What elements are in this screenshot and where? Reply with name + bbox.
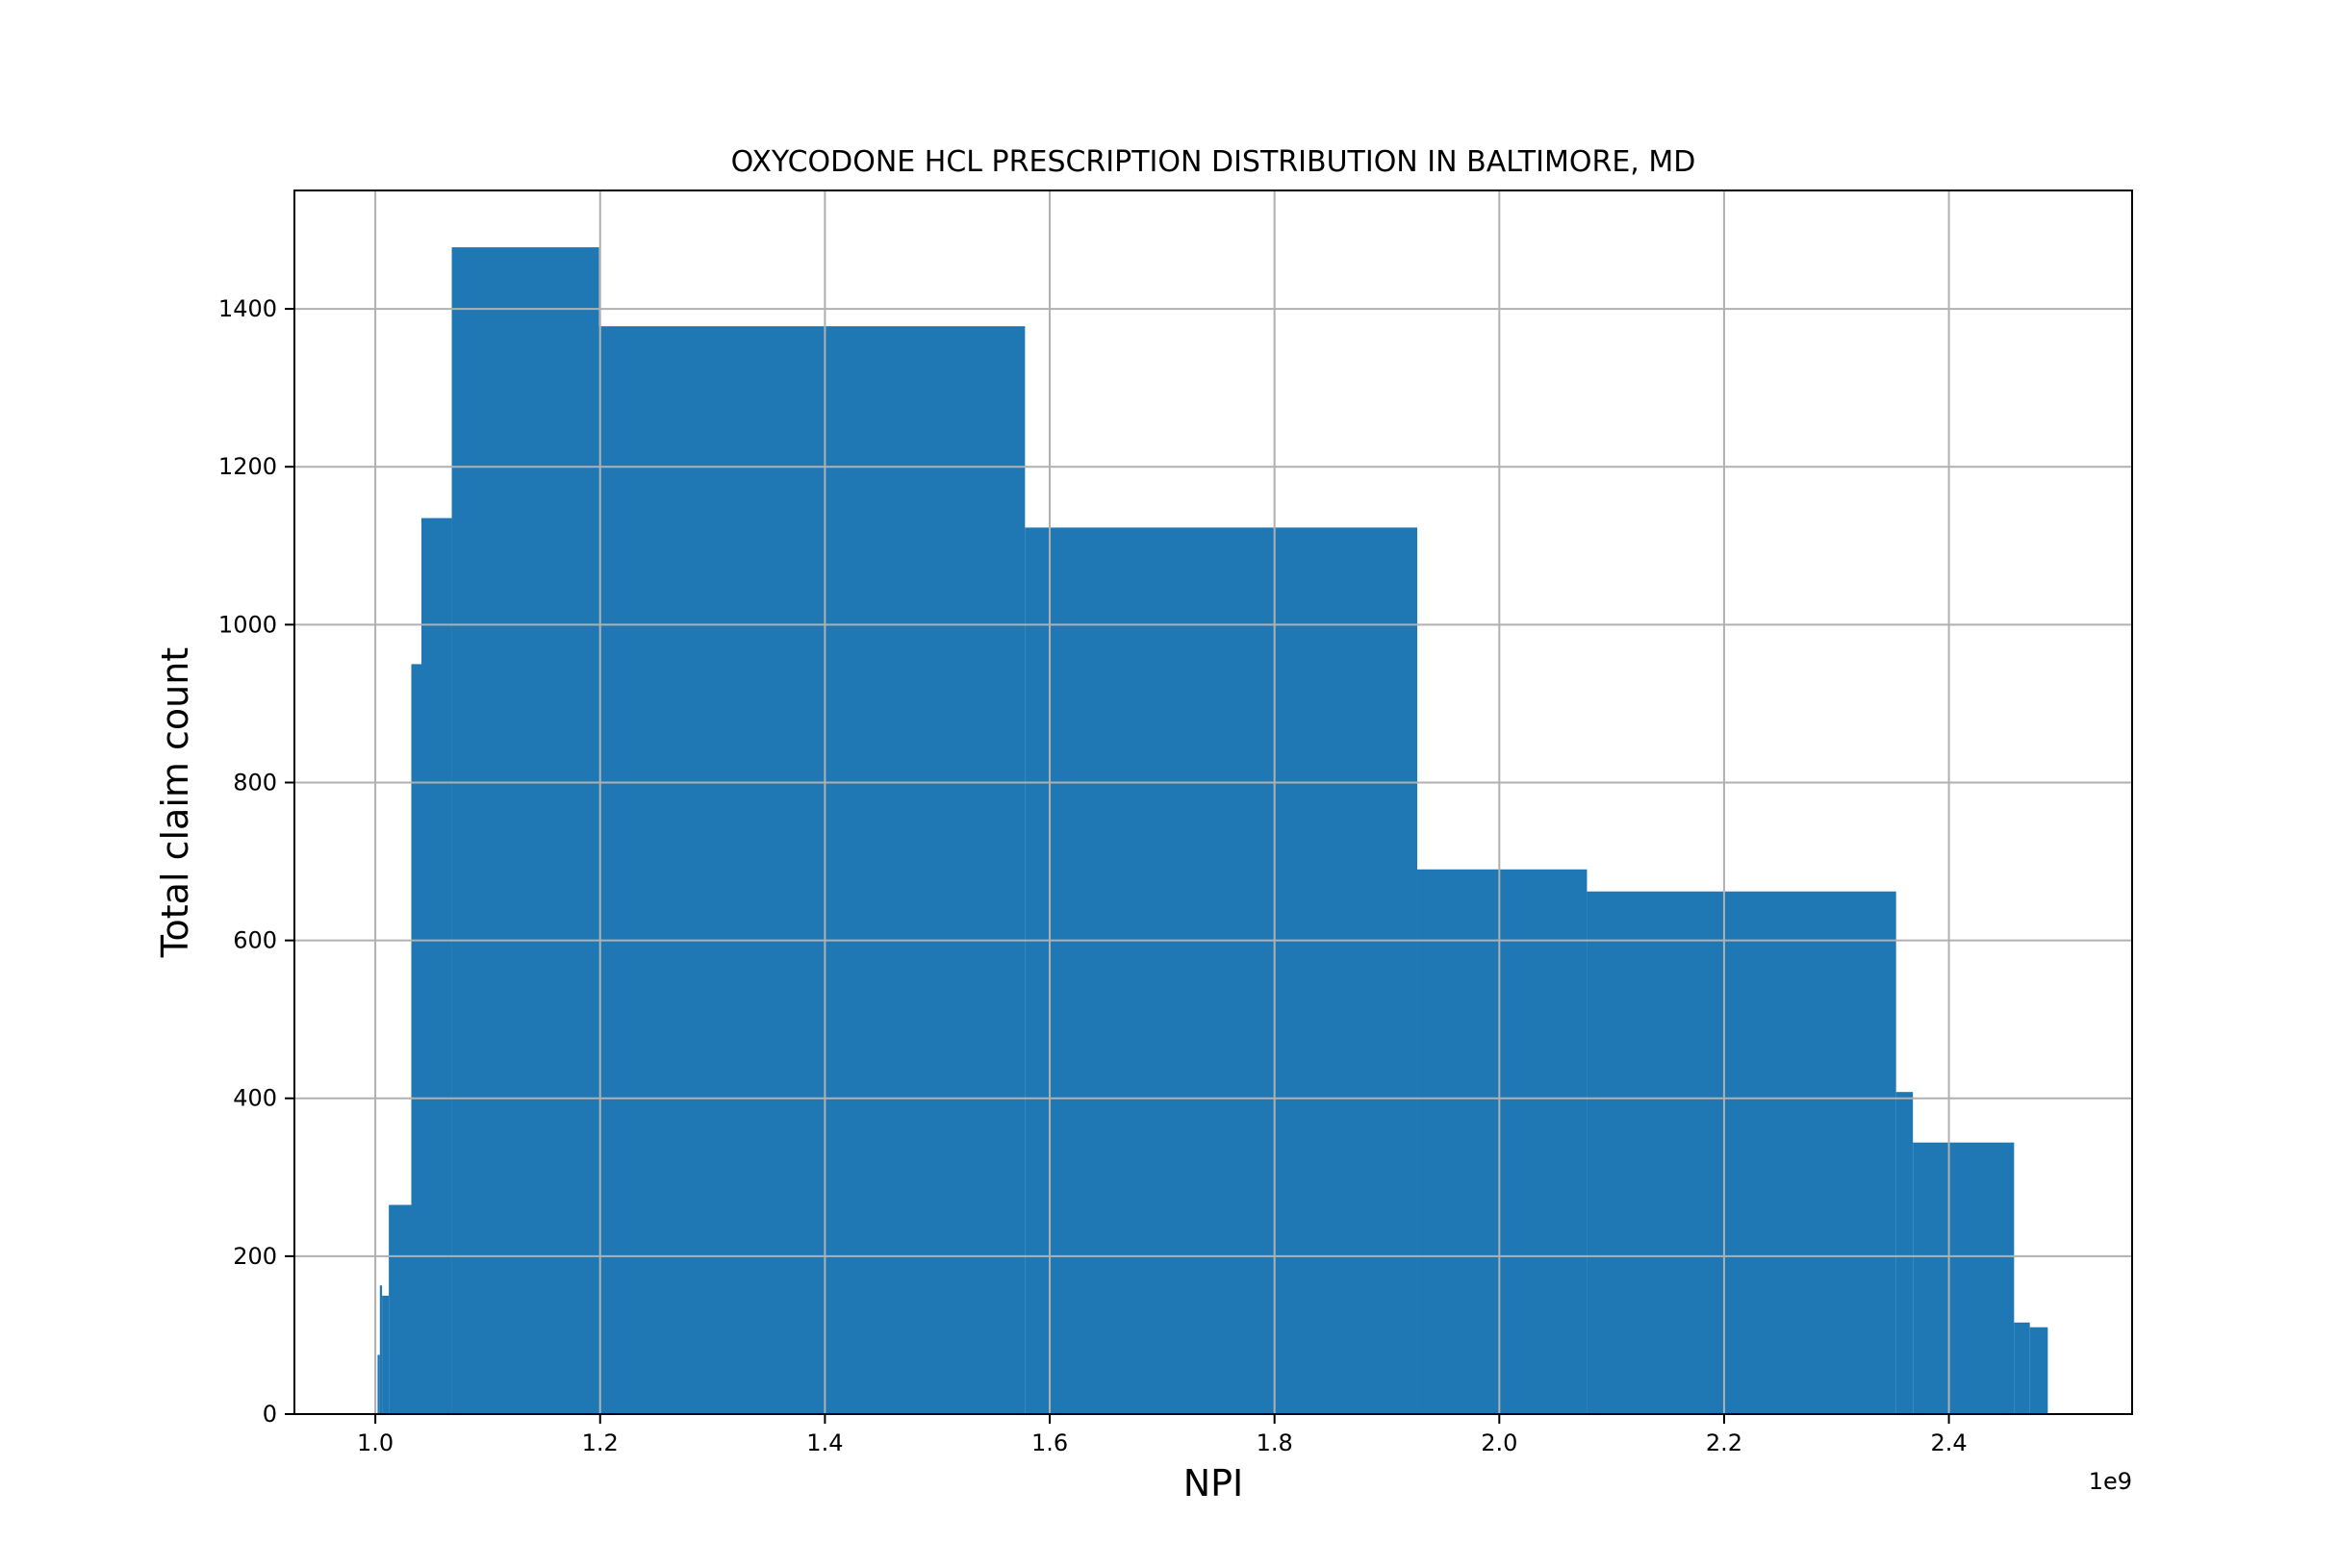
x-axis-offset-label: 1e9 xyxy=(2089,1468,2132,1495)
x-tick-label: 2.2 xyxy=(1706,1429,1742,1456)
histogram-bar-14 xyxy=(2029,1327,2048,1414)
y-tick-label: 800 xyxy=(233,769,277,796)
y-tick-label: 200 xyxy=(233,1243,277,1270)
y-tick-label: 0 xyxy=(263,1401,277,1428)
histogram-bar-0 xyxy=(377,1354,380,1414)
y-tick-label: 1200 xyxy=(218,453,277,480)
histogram-bar-7 xyxy=(598,326,1026,1414)
histogram-bar-11 xyxy=(1895,1092,1914,1414)
y-tick-label: 400 xyxy=(233,1085,277,1112)
x-tick-label: 1.6 xyxy=(1031,1429,1068,1456)
y-tick-label: 1400 xyxy=(218,295,277,322)
histogram-bar-3 xyxy=(389,1204,412,1414)
y-tick-label: 1000 xyxy=(218,611,277,638)
x-tick-label: 1.2 xyxy=(582,1429,619,1456)
histogram-bar-10 xyxy=(1587,891,1896,1414)
histogram-bar-6 xyxy=(451,247,599,1415)
histogram-bar-2 xyxy=(382,1295,390,1414)
y-tick-label: 600 xyxy=(233,927,277,954)
x-axis-label: NPI xyxy=(1183,1462,1244,1505)
histogram-bar-13 xyxy=(2014,1322,2030,1414)
histogram-bar-5 xyxy=(421,518,452,1414)
y-axis-label: Total claim count xyxy=(154,647,196,958)
histogram-bar-4 xyxy=(411,664,422,1414)
plot-frame xyxy=(293,190,2133,1415)
chart-title: OXYCODONE HCL PRESCRIPTION DISTRIBUTION … xyxy=(731,145,1696,179)
histogram-bar-1 xyxy=(379,1285,383,1414)
axis-ticks: 1.0 1.2 1.4 1.6 1.8 2.0 2.2 2.4 0 200 400 600 800 100… xyxy=(218,295,1968,1456)
histogram-bar-12 xyxy=(1913,1142,2015,1414)
histogram-bars xyxy=(377,247,2048,1415)
histogram-bar-8 xyxy=(1025,527,1418,1414)
x-tick-label: 1.4 xyxy=(806,1429,843,1456)
x-tick-label: 1.0 xyxy=(357,1429,394,1456)
histogram-bar-9 xyxy=(1417,869,1588,1414)
x-tick-label: 1.8 xyxy=(1257,1429,1293,1456)
x-tick-label: 2.4 xyxy=(1930,1429,1967,1456)
x-tick-label: 2.0 xyxy=(1481,1429,1517,1456)
